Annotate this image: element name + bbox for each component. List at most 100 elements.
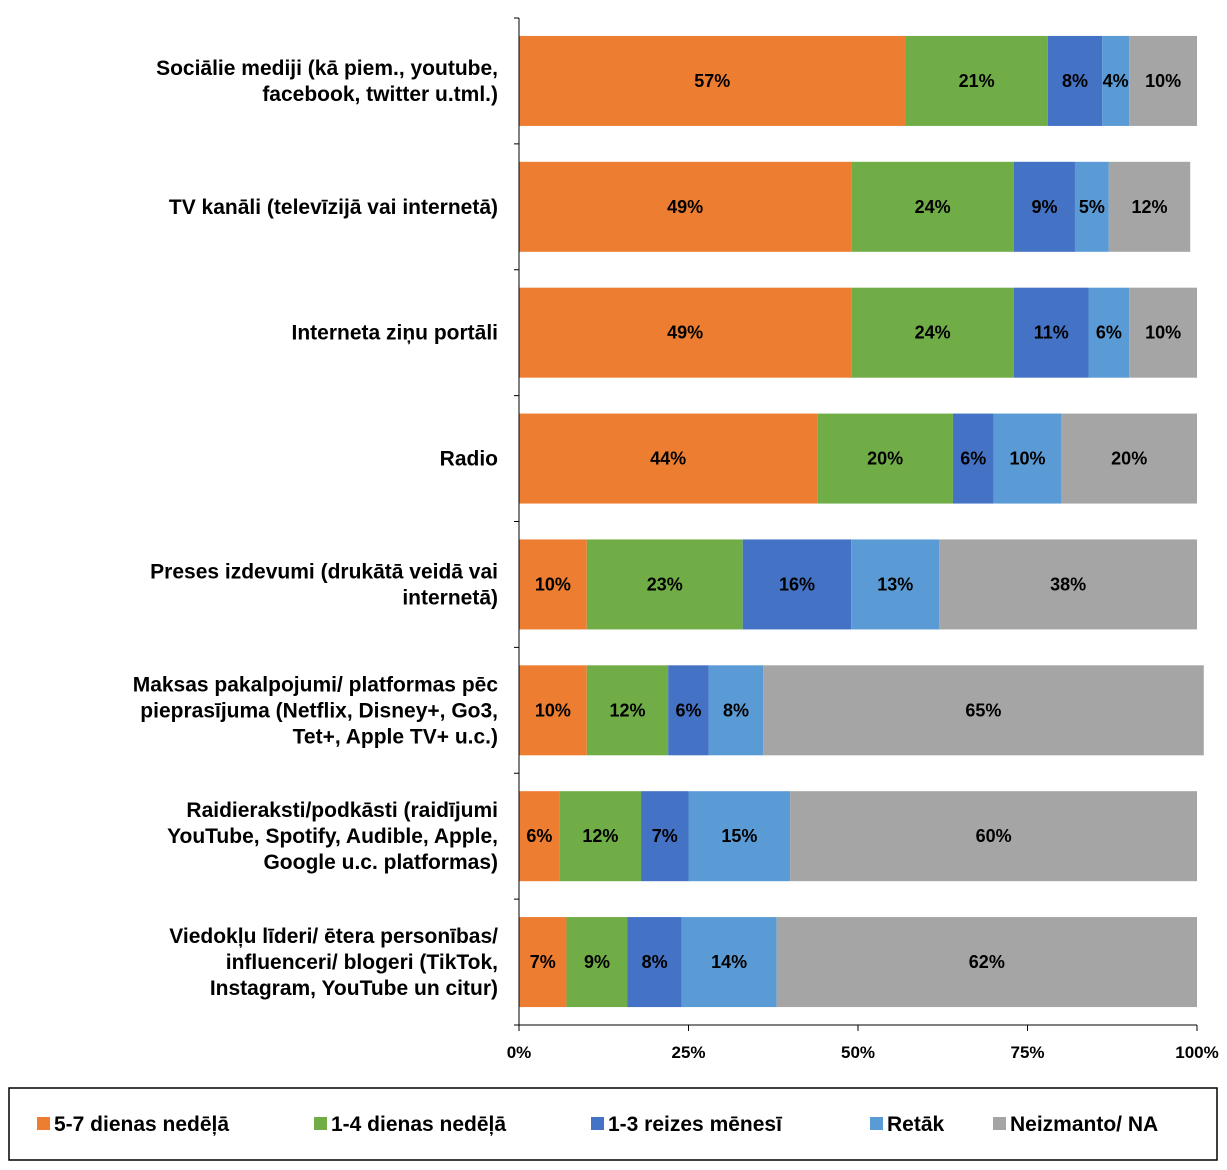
data-label: 12% bbox=[1132, 197, 1168, 217]
data-label: 5% bbox=[1079, 197, 1105, 217]
x-tick-label: 0% bbox=[507, 1043, 532, 1062]
category-label: Preses izdevumi (drukātā veidā vai intern… bbox=[150, 560, 498, 609]
bar-segment bbox=[1013, 287, 1089, 378]
data-label: 9% bbox=[584, 952, 610, 972]
bar-segment bbox=[559, 791, 642, 882]
legend-swatch bbox=[993, 1117, 1006, 1130]
bar-segment bbox=[519, 287, 852, 378]
data-label: 13% bbox=[877, 574, 913, 594]
bar-segment bbox=[668, 665, 709, 756]
legend-label: Retāk bbox=[887, 1113, 945, 1136]
bar-segment bbox=[1047, 35, 1103, 126]
category-label-line: internetā) bbox=[402, 586, 498, 609]
bar-segment bbox=[519, 665, 587, 756]
bar-segment bbox=[708, 665, 764, 756]
data-label: 10% bbox=[1145, 71, 1181, 91]
data-label: 60% bbox=[976, 826, 1012, 846]
data-label: 49% bbox=[667, 197, 703, 217]
axis-layer: 0% 25% 50% 75% 100% bbox=[507, 17, 1219, 1062]
category-label-line: Raidieraksti/podkāsti (raidījumi bbox=[186, 799, 498, 822]
category-label-line: Interneta ziņu portāli bbox=[291, 322, 498, 345]
data-label: 7% bbox=[530, 952, 556, 972]
data-label: 21% bbox=[959, 71, 995, 91]
bar-segment bbox=[1061, 413, 1197, 504]
legend-label: Neizmanto/ NA bbox=[1010, 1113, 1158, 1136]
legend: 5-7 dienas nedēļā 1-4 dienas nedēļā 1-3 re… bbox=[8, 1087, 1218, 1161]
data-label: 38% bbox=[1050, 574, 1086, 594]
data-label: 12% bbox=[609, 700, 645, 720]
bar-segment bbox=[1108, 161, 1191, 252]
category-label-line: Tet+, Apple TV+ u.c.) bbox=[293, 725, 498, 748]
bar-segment bbox=[939, 539, 1197, 630]
data-label: 4% bbox=[1103, 71, 1129, 91]
data-label: 62% bbox=[969, 952, 1005, 972]
category-label: Maksas pakalpojumi/ platformas pēc piepra… bbox=[133, 673, 499, 748]
data-label: 8% bbox=[1062, 71, 1088, 91]
category-label-line: pieprasījuma (Netflix, Disney+, Go3, bbox=[140, 699, 498, 722]
category-label: Viedokļu līderi/ ētera personības/influe… bbox=[169, 925, 498, 1000]
category-label-line: Radio bbox=[440, 448, 498, 471]
data-label: 10% bbox=[535, 574, 571, 594]
x-tick-label: 100% bbox=[1175, 1043, 1218, 1062]
category-label: TV kanāli (televīzijā vai internetā) bbox=[169, 196, 498, 219]
data-label: 6% bbox=[960, 449, 986, 469]
category-label-line: Preses izdevumi (drukātā veidā vai bbox=[150, 560, 498, 583]
bar-segment bbox=[1129, 287, 1197, 378]
data-label: 7% bbox=[652, 826, 678, 846]
bar-segment bbox=[1013, 161, 1075, 252]
legend-label: 5-7 dienas nedēļā bbox=[54, 1113, 229, 1136]
bar-segment bbox=[742, 539, 852, 630]
data-label: 20% bbox=[867, 449, 903, 469]
category-label-line: influenceri/ blogeri (TikTok, bbox=[226, 951, 498, 974]
data-label: 49% bbox=[667, 323, 703, 343]
bar-segment bbox=[1129, 35, 1197, 126]
legend-swatch bbox=[314, 1117, 327, 1130]
category-label: Radio bbox=[440, 448, 498, 471]
bar-segment bbox=[851, 539, 940, 630]
category-label-line: Google u.c. platformas) bbox=[263, 851, 498, 874]
legend-swatch bbox=[37, 1117, 50, 1130]
bar-segment bbox=[519, 791, 560, 882]
data-label: 6% bbox=[1096, 323, 1122, 343]
bar-segment bbox=[688, 791, 791, 882]
category-label-line: Instagram, YouTube un citur) bbox=[210, 977, 498, 1000]
category-labels-layer: Sociālie mediji (kā piem., youtube, faceb… bbox=[133, 57, 499, 1000]
bar-segment bbox=[566, 917, 628, 1008]
category-label-line: Maksas pakalpojumi/ platformas pēc bbox=[133, 673, 499, 696]
category-label: Raidieraksti/podkāsti (raidījumi YouTube,… bbox=[167, 799, 498, 874]
data-label: 44% bbox=[650, 449, 686, 469]
category-label-line: facebook, twitter u.tml.) bbox=[262, 83, 498, 106]
data-label: 11% bbox=[1034, 323, 1069, 343]
data-label: 8% bbox=[723, 700, 749, 720]
bar-segment bbox=[790, 791, 1197, 882]
bar-segment bbox=[952, 413, 994, 504]
data-label: 10% bbox=[1009, 449, 1045, 469]
x-tick-label: 25% bbox=[671, 1043, 705, 1062]
bar-segment bbox=[905, 35, 1048, 126]
data-label: 12% bbox=[582, 826, 618, 846]
bar-segment bbox=[641, 791, 689, 882]
bar-segment bbox=[519, 413, 818, 504]
data-label: 10% bbox=[535, 700, 571, 720]
bar-segment bbox=[776, 917, 1197, 1008]
category-label: Sociālie mediji (kā piem., youtube, faceb… bbox=[156, 57, 498, 106]
legend-swatch bbox=[591, 1117, 604, 1130]
legend-label: 1-3 reizes mēnesī bbox=[608, 1113, 783, 1136]
bar-segment bbox=[519, 161, 852, 252]
data-label: 65% bbox=[965, 700, 1001, 720]
data-label: 57% bbox=[694, 71, 730, 91]
data-label: 10% bbox=[1145, 323, 1181, 343]
data-label: 8% bbox=[642, 952, 668, 972]
category-label: Interneta ziņu portāli bbox=[291, 322, 498, 345]
data-label: 9% bbox=[1031, 197, 1057, 217]
x-tick-label: 50% bbox=[841, 1043, 875, 1062]
legend-box bbox=[8, 1087, 1218, 1161]
bar-segment bbox=[1088, 287, 1130, 378]
legend-swatch bbox=[870, 1117, 883, 1130]
bar-segment bbox=[519, 539, 587, 630]
bar-segment bbox=[586, 539, 743, 630]
bars-layer: 57% 21% 8% 4% 10% 49% 24% 9% 5% 12% 49% 24% 11% 6% 10%… bbox=[519, 35, 1204, 1008]
category-label-line: Sociālie mediji (kā piem., youtube, bbox=[156, 57, 498, 80]
